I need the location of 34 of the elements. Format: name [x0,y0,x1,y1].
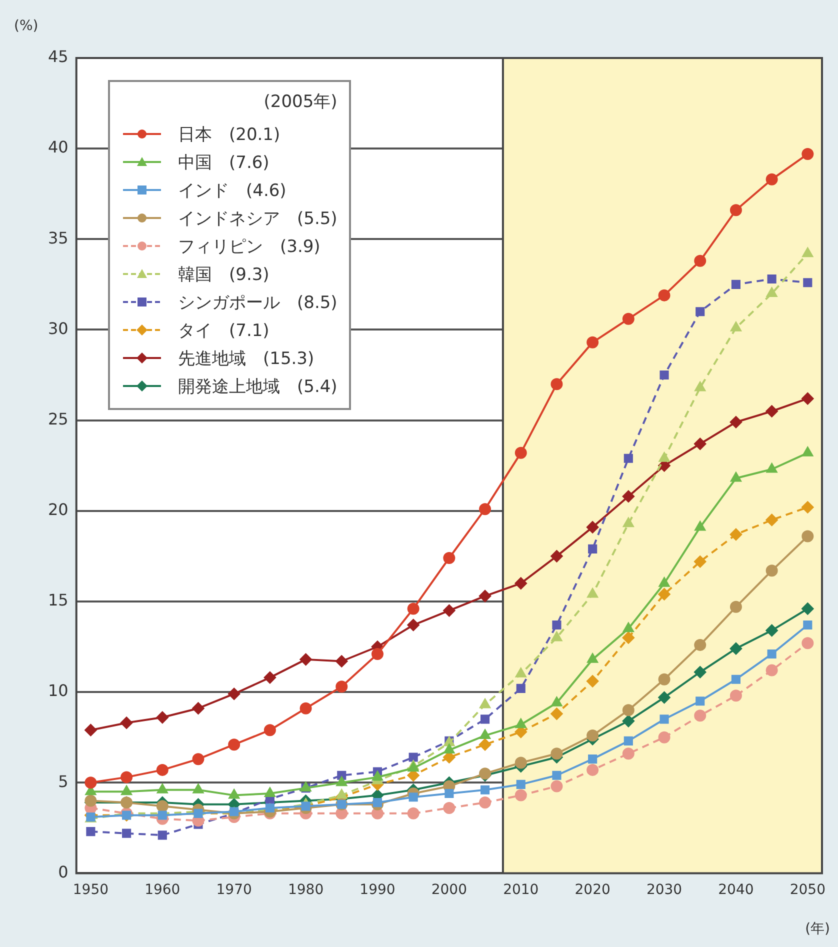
legend-title: (2005年) [262,91,338,114]
legend-label: 先進地域 (15.3) [178,348,314,370]
legend-label: タイ (7.1) [178,320,270,342]
y-axis-title: (%) [14,18,38,34]
x-tick-label: 1970 [216,882,252,898]
legend-label: 中国 (7.6) [178,152,270,174]
legend-label: 開発途上地域 (5.4) [178,376,338,398]
x-tick-label: 1960 [144,882,180,898]
y-tick-label: 45 [48,47,68,66]
x-tick-label: 2040 [718,882,754,898]
x-tick-label: 1980 [288,882,324,898]
y-tick-label: 20 [48,500,68,520]
y-tick-label: 35 [48,228,68,248]
x-tick-label: 2010 [503,882,539,898]
x-tick-label: 2030 [646,882,682,898]
y-tick-label: 5 [58,772,68,791]
y-tick-label: 25 [48,409,68,428]
legend-label: インドネシア (5.5) [178,208,338,230]
x-tick-label: 2000 [431,882,467,898]
legend-label: シンガポール (8.5) [178,292,338,314]
x-tick-label: 1950 [72,882,109,898]
legend-label: インド (4.6) [178,180,286,202]
y-tick-label: 40 [48,138,68,157]
legend-label: 韓国 (9.3) [178,264,270,286]
y-tick-label: 10 [48,681,68,700]
y-tick-label: 15 [48,590,68,610]
legend-label: フィリピン (3.9) [178,236,320,258]
x-axis-title: (年) [805,920,830,938]
y-tick-label: 0 [58,862,68,882]
y-tick-label: 30 [48,318,68,338]
x-tick-label: 2050 [790,882,826,898]
legend-label: 日本 (20.1) [178,124,280,146]
x-tick-label: 2020 [574,882,610,898]
x-tick-label: 1990 [360,882,396,898]
